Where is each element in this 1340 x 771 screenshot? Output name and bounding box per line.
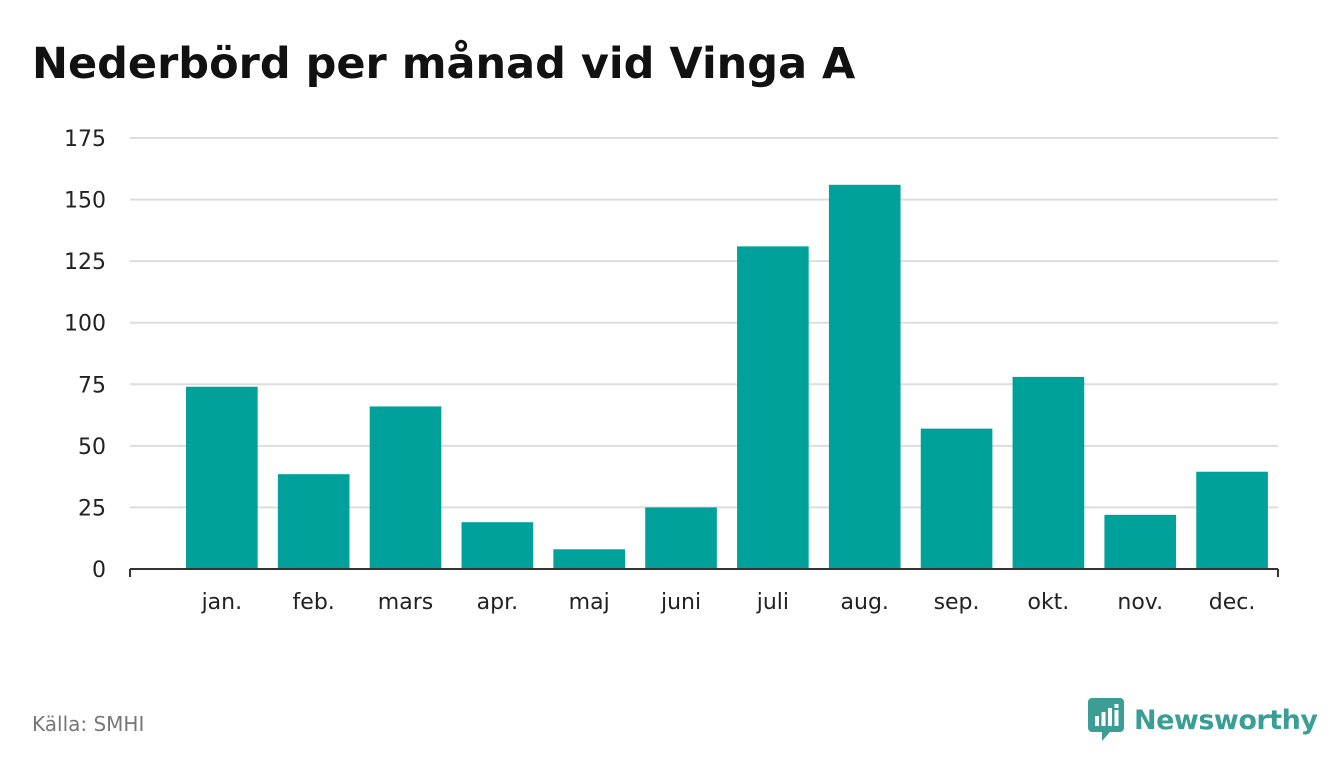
- x-tick-label: aug.: [841, 590, 889, 615]
- x-tick-label: jan.: [201, 590, 243, 615]
- x-tick-label: nov.: [1117, 590, 1163, 615]
- x-tick-label: juni: [660, 590, 701, 615]
- bar: [737, 246, 809, 569]
- bar: [369, 406, 442, 569]
- x-tick-label: okt.: [1027, 590, 1069, 615]
- y-tick-label: 125: [64, 250, 106, 275]
- bar: [277, 474, 350, 569]
- y-tick-label: 100: [64, 312, 106, 337]
- bar: [1196, 471, 1268, 569]
- x-tick-label: mars: [378, 590, 433, 615]
- x-axis-tick-labels: jan. feb. mars apr. maj juni juli aug. sep. okt. n…: [201, 590, 1256, 615]
- brand-name: Newsworthy: [1134, 704, 1318, 736]
- gridlines: [130, 137, 1278, 509]
- bar: [186, 386, 258, 569]
- newsworthy-logo: Newsworthy: [1088, 697, 1318, 743]
- y-tick-label: 175: [64, 127, 106, 152]
- bars: [186, 184, 1268, 569]
- bar: [828, 184, 901, 569]
- chart-title: Nederbörd per månad vid Vinga A: [32, 39, 856, 89]
- x-axis: [129, 568, 1279, 577]
- x-tick-label: dec.: [1209, 590, 1256, 615]
- x-tick-label: apr.: [477, 590, 518, 615]
- y-tick-label: 75: [78, 373, 106, 398]
- x-tick-label: juli: [756, 590, 789, 615]
- x-tick-label: maj: [569, 590, 610, 615]
- bar: [461, 522, 534, 569]
- bar: [920, 428, 993, 569]
- source-note: Källa: SMHI: [32, 712, 145, 736]
- bar: [1104, 514, 1177, 569]
- newsworthy-logo-icon: [1088, 698, 1124, 741]
- y-axis-tick-labels: 0 25 50 75 100 125 150 175: [64, 127, 106, 583]
- bar: [1012, 376, 1085, 569]
- bar: [645, 507, 717, 569]
- y-tick-label: 0: [92, 558, 106, 583]
- y-tick-label: 150: [64, 189, 106, 214]
- y-tick-label: 25: [78, 496, 106, 521]
- x-tick-label: sep.: [934, 590, 980, 615]
- x-tick-label: feb.: [293, 590, 335, 615]
- y-tick-label: 50: [78, 435, 106, 460]
- bar: [553, 549, 626, 569]
